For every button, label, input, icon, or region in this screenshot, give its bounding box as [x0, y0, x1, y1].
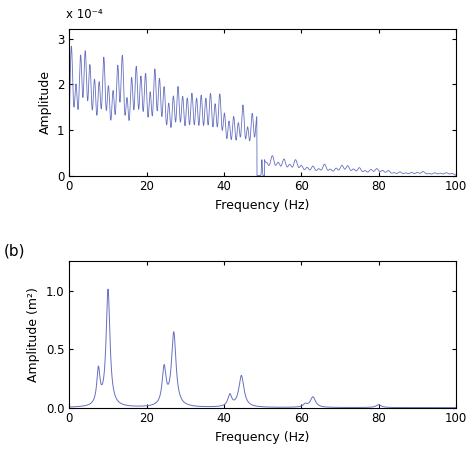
X-axis label: Frequency (Hz): Frequency (Hz)	[216, 199, 310, 212]
Text: (b): (b)	[4, 244, 25, 259]
Text: x 10⁻⁴: x 10⁻⁴	[65, 8, 102, 21]
Y-axis label: Amplitude: Amplitude	[38, 70, 52, 134]
Y-axis label: Amplitude (m²): Amplitude (m²)	[27, 287, 40, 382]
X-axis label: Frequency (Hz): Frequency (Hz)	[216, 431, 310, 444]
